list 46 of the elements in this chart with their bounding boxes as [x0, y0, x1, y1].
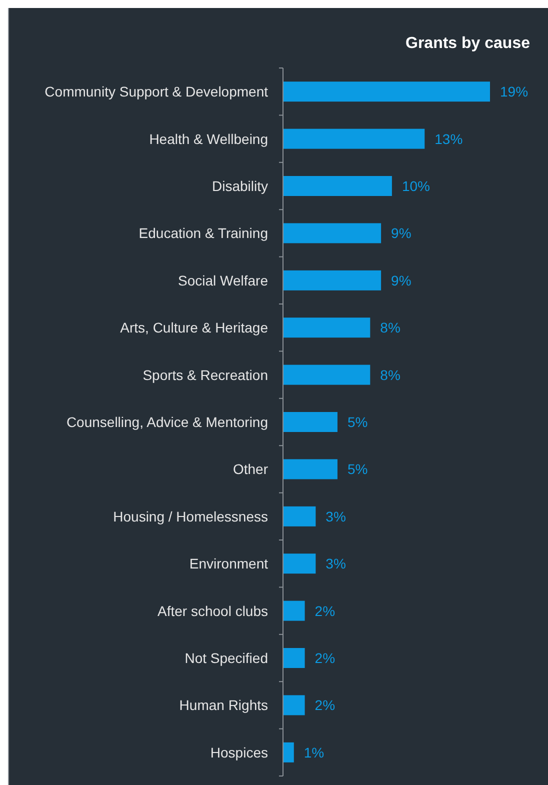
bar: [283, 695, 305, 716]
data-label: 2%: [314, 650, 336, 666]
bar: [283, 554, 316, 574]
data-label: 19%: [500, 84, 528, 100]
y-tick-label: Human Rights: [179, 697, 268, 714]
y-tick-label: Counselling, Advice & Mentoring: [66, 414, 268, 430]
bar: [283, 742, 294, 762]
y-tick-label: Health & Wellbeing: [149, 130, 268, 147]
y-tick-label: Housing / Homelessness: [113, 508, 268, 524]
bar: [283, 364, 370, 385]
y-tick-label: Not Specified: [184, 650, 268, 666]
data-label: 13%: [434, 130, 463, 147]
data-label: 10%: [402, 178, 430, 194]
bar: [283, 648, 305, 668]
bar: [283, 128, 425, 149]
data-label: 3%: [326, 556, 346, 572]
data-label: 5%: [347, 461, 368, 478]
data-label: 2%: [314, 602, 336, 619]
data-label: 9%: [391, 272, 412, 288]
data-label: 5%: [347, 414, 368, 430]
y-tick-label: Arts, Culture & Heritage: [120, 320, 268, 336]
bar: [283, 318, 370, 338]
bar: [283, 459, 338, 480]
bar: [283, 600, 305, 621]
data-label: 1%: [304, 744, 324, 760]
y-tick-label: Sports & Recreation: [142, 366, 268, 383]
y-tick-label: Disability: [212, 178, 268, 194]
y-tick-label: Environment: [189, 556, 268, 572]
bar: [283, 82, 490, 102]
y-tick-label: Education & Training: [138, 225, 268, 242]
chart-title: Grants by cause: [406, 35, 530, 52]
y-tick-label: After school clubs: [158, 602, 268, 619]
data-label: 9%: [391, 225, 412, 242]
bar: [283, 270, 382, 290]
bar: [283, 176, 392, 196]
y-tick-label: Community Support & Development: [44, 84, 268, 100]
bar: [283, 412, 338, 432]
y-tick-label: Social Welfare: [178, 272, 268, 288]
data-label: 8%: [380, 320, 400, 336]
data-label: 8%: [380, 366, 400, 383]
data-label: 3%: [326, 508, 346, 524]
y-tick-label: Hospices: [210, 744, 268, 760]
bar: [283, 223, 382, 244]
data-label: 2%: [314, 697, 336, 714]
bar: [283, 506, 316, 526]
y-tick-label: Other: [232, 461, 268, 478]
